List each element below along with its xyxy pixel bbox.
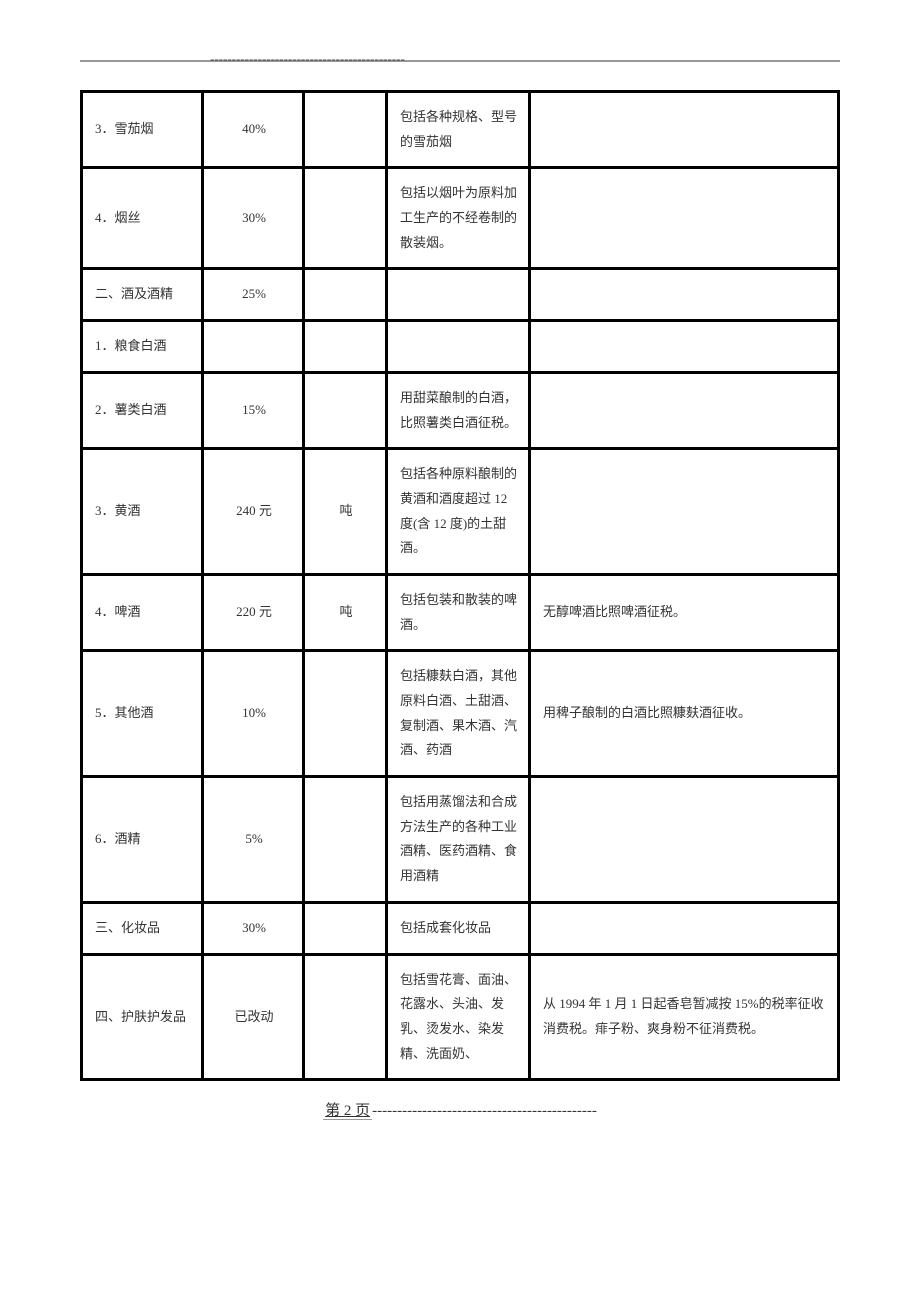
table-cell: 用稗子酿制的白酒比照糠麸酒征收。 [531,652,837,775]
footer-dashes: ----------------------------------------… [372,1103,597,1119]
table-cell: 已改动 [204,956,302,1079]
table-cell [388,322,528,371]
header-dashes: ----------------------------------------… [210,51,405,67]
table-row: 1．粮食白酒 [83,322,837,371]
table-cell: 25% [204,270,302,319]
table-cell: 15% [204,374,302,447]
table-cell: 3．黄酒 [83,450,201,573]
table-cell [531,169,837,267]
table-row: 4．烟丝30% 包括以烟叶为原料加工生产的不经卷制的散装烟。 [83,169,837,267]
tax-table: 3．雪茄烟40%包括各种规格、型号的雪茄烟4．烟丝30%包括以烟叶为原料加工生产… [80,90,840,1081]
table-cell [531,93,837,166]
table-cell [531,450,837,573]
table-cell: 二、酒及酒精 [83,270,201,319]
table-row: 3．黄酒240 元吨包括各种原料酿制的黄酒和酒度超过 12 度(含 12 度)的… [83,450,837,573]
table-cell [305,374,385,447]
table-cell [305,322,385,371]
table-cell: 6．酒精 [83,778,201,901]
header-rule: ----------------------------------------… [80,60,840,62]
table-cell [204,322,302,371]
table-cell: 包括各种规格、型号的雪茄烟 [388,93,528,166]
tax-table-wrap: 3．雪茄烟40%包括各种规格、型号的雪茄烟4．烟丝30%包括以烟叶为原料加工生产… [80,90,840,1081]
table-cell: 三、化妆品 [83,904,201,953]
table-cell: 1．粮食白酒 [83,322,201,371]
table-cell: 无醇啤酒比照啤酒征税。 [531,576,837,649]
table-cell: 5% [204,778,302,901]
page-footer: 第 2 页-----------------------------------… [80,1099,840,1120]
table-cell: 包括雪花膏、面油、花露水、头油、发乳、烫发水、染发精、洗面奶、 [388,956,528,1079]
table-cell: 30% [204,169,302,267]
table-row: 3．雪茄烟40% 包括各种规格、型号的雪茄烟 [83,93,837,166]
table-row: 三、化妆品30% 包括成套化妆品 [83,904,837,953]
table-cell [531,374,837,447]
table-cell [305,904,385,953]
table-cell: 包括包装和散装的啤酒。 [388,576,528,649]
table-cell [388,270,528,319]
table-row: 二、酒及酒精25% [83,270,837,319]
table-cell: 40% [204,93,302,166]
table-cell [531,322,837,371]
table-cell: 240 元 [204,450,302,573]
table-row: 2．薯类白酒15% 用甜菜酿制的白酒，比照薯类白酒征税。 [83,374,837,447]
table-cell: 吨 [305,450,385,573]
table-row: 四、护肤护发品已改动包括雪花膏、面油、花露水、头油、发乳、烫发水、染发精、洗面奶… [83,956,837,1079]
table-cell: 从 1994 年 1 月 1 日起香皂暂减按 15%的税率征收消费税。痱子粉、爽… [531,956,837,1079]
table-cell: 包括成套化妆品 [388,904,528,953]
table-cell [305,652,385,775]
table-cell: 四、护肤护发品 [83,956,201,1079]
table-cell: 包括各种原料酿制的黄酒和酒度超过 12 度(含 12 度)的土甜酒。 [388,450,528,573]
document-page: ----------------------------------------… [80,60,840,1120]
table-cell [305,169,385,267]
table-cell [531,270,837,319]
table-cell: 3．雪茄烟 [83,93,201,166]
table-cell [305,778,385,901]
page-number-label: 第 2 页 [323,1103,372,1120]
table-cell [305,956,385,1079]
table-cell: 4．烟丝 [83,169,201,267]
table-cell: 10% [204,652,302,775]
table-cell: 包括以烟叶为原料加工生产的不经卷制的散装烟。 [388,169,528,267]
table-cell: 用甜菜酿制的白酒，比照薯类白酒征税。 [388,374,528,447]
table-cell: 吨 [305,576,385,649]
table-cell: 2．薯类白酒 [83,374,201,447]
table-cell [305,93,385,166]
table-cell: 30% [204,904,302,953]
table-cell [531,778,837,901]
table-row: 6．酒精5% 包括用蒸馏法和合成方法生产的各种工业酒精、医药酒精、食用酒精 [83,778,837,901]
table-cell: 4．啤酒 [83,576,201,649]
table-cell: 220 元 [204,576,302,649]
table-cell [305,270,385,319]
table-cell: 5．其他酒 [83,652,201,775]
table-row: 5．其他酒10% 包括糠麸白酒，其他原料白酒、土甜酒、复制酒、果木酒、汽酒、药酒用… [83,652,837,775]
table-cell: 包括糠麸白酒，其他原料白酒、土甜酒、复制酒、果木酒、汽酒、药酒 [388,652,528,775]
table-cell [531,904,837,953]
table-cell: 包括用蒸馏法和合成方法生产的各种工业酒精、医药酒精、食用酒精 [388,778,528,901]
table-row: 4．啤酒220 元吨包括包装和散装的啤酒。无醇啤酒比照啤酒征税。 [83,576,837,649]
